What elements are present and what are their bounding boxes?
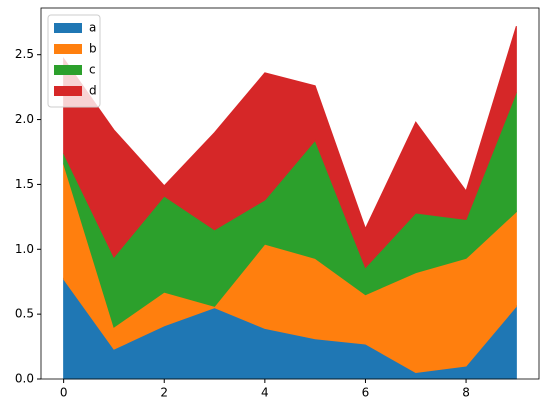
- y-tick-label: 2.0: [15, 112, 34, 126]
- x-tick-label: 8: [462, 386, 470, 400]
- legend-swatch: [54, 86, 82, 96]
- legend-label: a: [89, 21, 96, 35]
- x-tick-label: 6: [362, 386, 370, 400]
- x-tick-label: 4: [261, 386, 269, 400]
- legend-label: d: [89, 84, 97, 98]
- legend-box: [47, 14, 101, 108]
- y-tick-label: 0.5: [15, 307, 34, 321]
- legend-swatch: [54, 44, 82, 54]
- legend-label: b: [89, 42, 97, 56]
- y-tick-label: 1.5: [15, 177, 34, 191]
- y-tick-label: 1.0: [15, 242, 34, 256]
- x-tick-label: 2: [160, 386, 168, 400]
- x-tick-label: 0: [60, 386, 68, 400]
- plot-frame: [40, 7, 540, 380]
- area: [63, 26, 517, 269]
- legend-swatch: [54, 23, 82, 33]
- legend-swatch: [54, 65, 82, 75]
- legend-label: c: [89, 63, 96, 77]
- y-tick-label: 0.0: [15, 372, 34, 386]
- y-tick-label: 2.5: [15, 47, 34, 61]
